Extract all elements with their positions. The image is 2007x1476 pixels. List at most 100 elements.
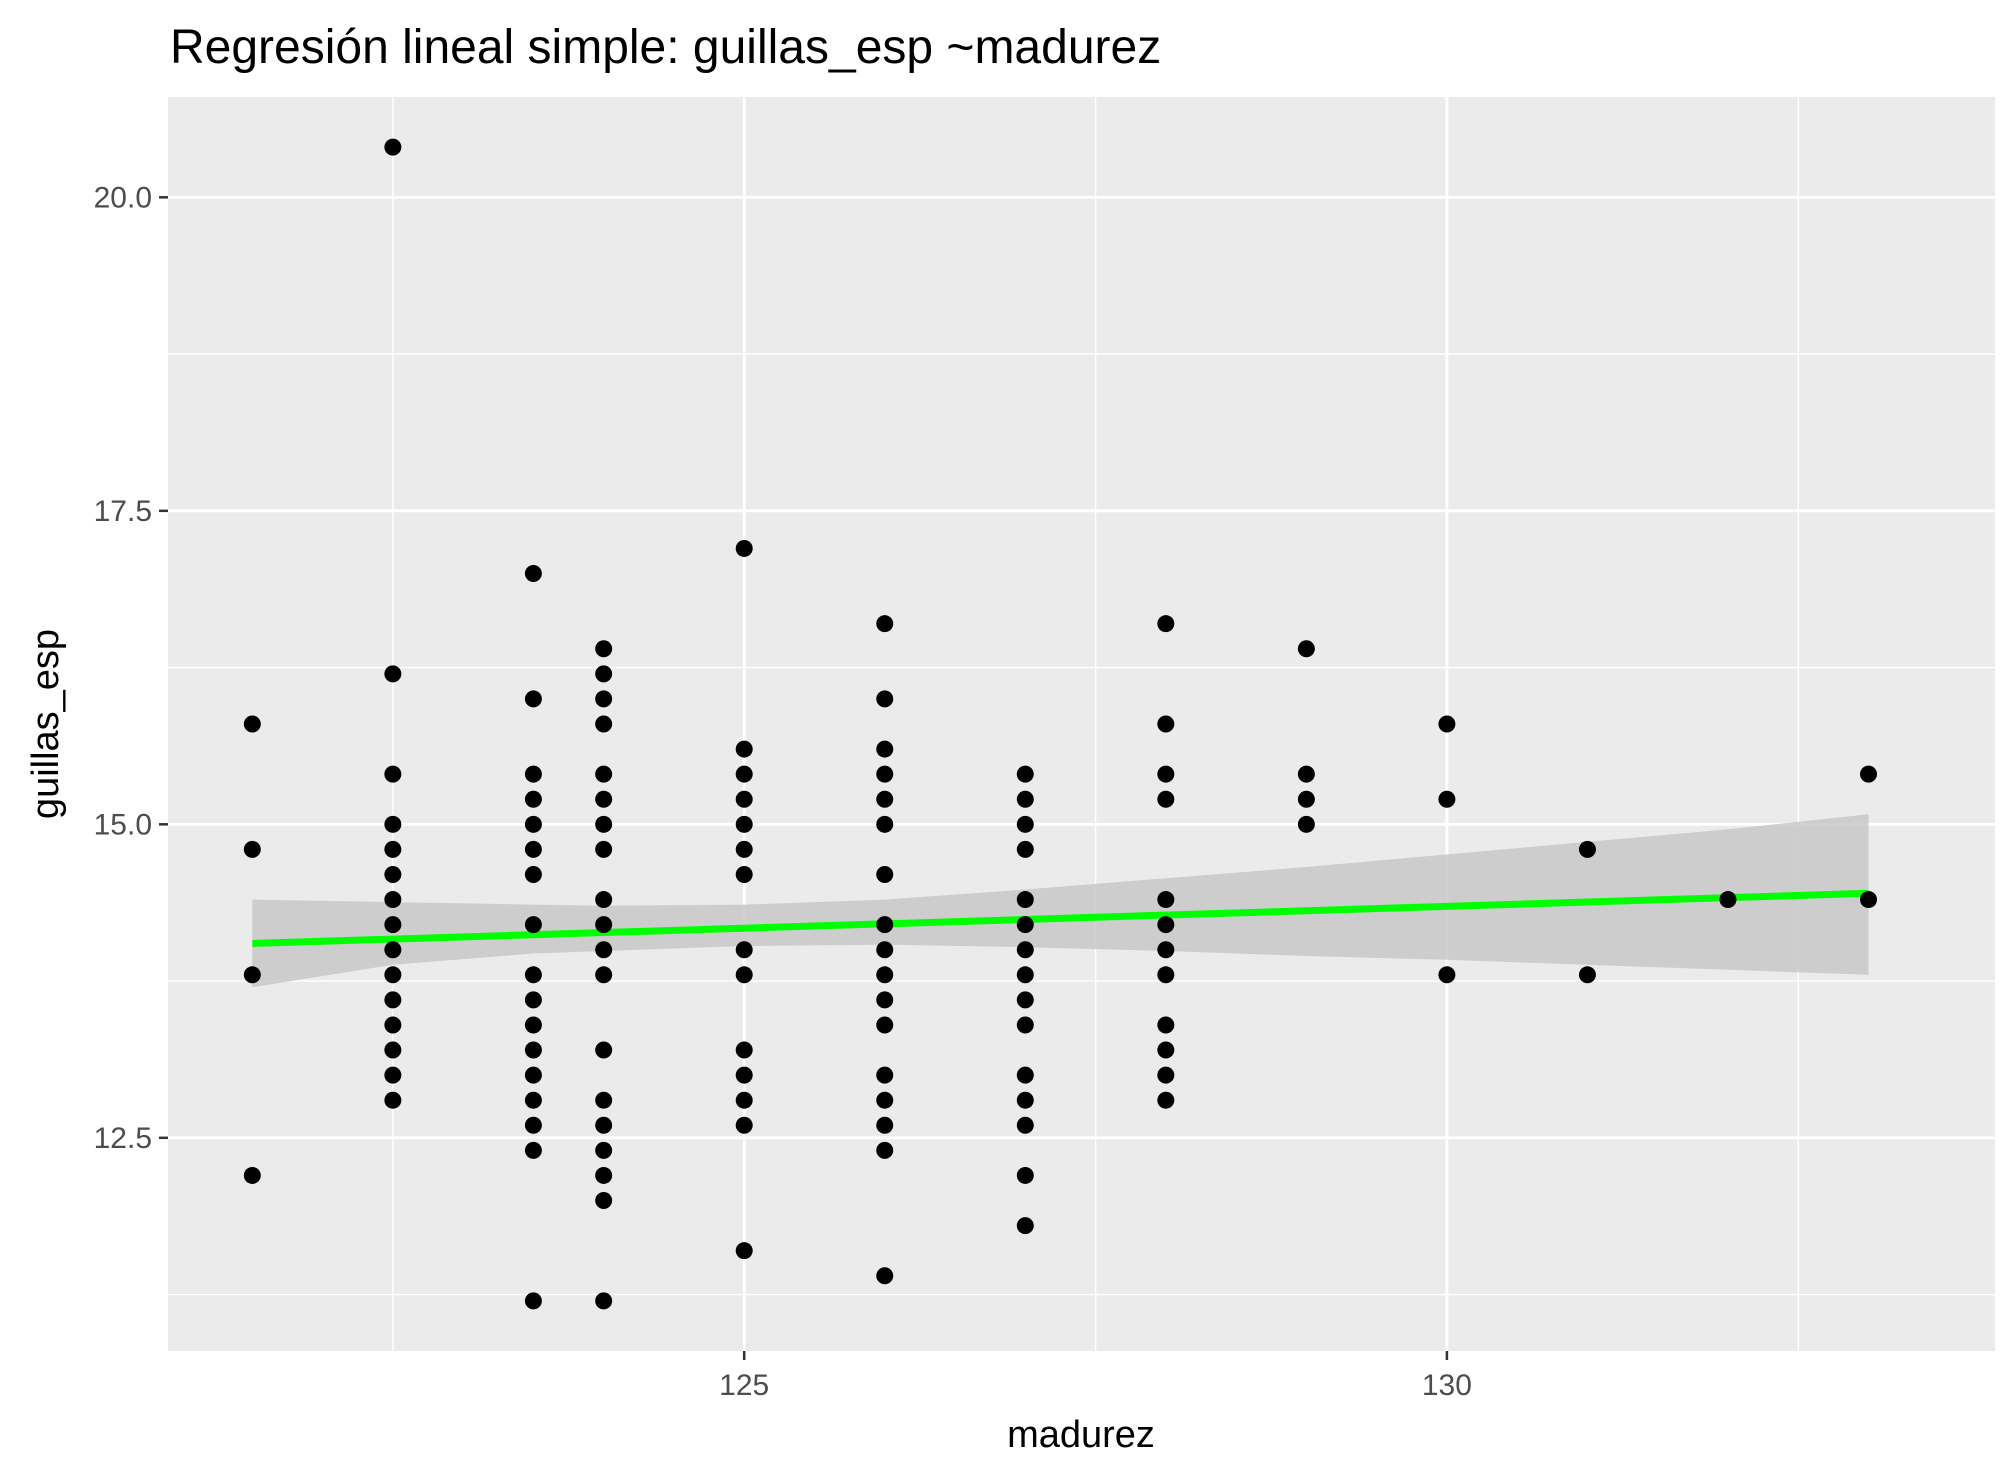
data-point [524, 565, 542, 583]
data-point [1438, 966, 1456, 984]
data-point [524, 840, 542, 858]
data-point [876, 790, 894, 808]
data-point [876, 941, 894, 959]
data-point [595, 1091, 613, 1109]
data-point [384, 865, 402, 883]
data-point [1016, 1016, 1034, 1034]
data-point [524, 916, 542, 934]
data-point [1578, 840, 1596, 858]
data-point [524, 1066, 542, 1084]
data-point [735, 865, 753, 883]
data-point [1016, 1217, 1034, 1235]
data-point [524, 991, 542, 1009]
data-point [1157, 1041, 1175, 1059]
data-point [876, 1016, 894, 1034]
data-point [1016, 815, 1034, 833]
data-point [735, 840, 753, 858]
data-point [1016, 765, 1034, 783]
data-point [595, 640, 613, 658]
data-point [595, 1192, 613, 1210]
data-point [384, 1041, 402, 1059]
data-point [876, 740, 894, 758]
confidence-band [252, 814, 1869, 988]
data-point [876, 1116, 894, 1134]
data-point [1157, 765, 1175, 783]
data-point [595, 790, 613, 808]
data-point [876, 690, 894, 708]
data-point [735, 966, 753, 984]
data-point [384, 1016, 402, 1034]
data-point [595, 765, 613, 783]
data-point [595, 715, 613, 733]
data-point [735, 539, 753, 557]
data-point [384, 665, 402, 683]
data-point [876, 765, 894, 783]
data-point [595, 690, 613, 708]
data-point [1157, 715, 1175, 733]
data-point [1157, 916, 1175, 934]
data-point [735, 1091, 753, 1109]
data-point [524, 1016, 542, 1034]
data-point [524, 690, 542, 708]
data-point [595, 941, 613, 959]
data-point [1578, 966, 1596, 984]
data-point [595, 916, 613, 934]
data-point [1157, 1066, 1175, 1084]
data-point [243, 966, 261, 984]
data-point [595, 1116, 613, 1134]
data-point [524, 1041, 542, 1059]
chart-title: Regresión lineal simple: guillas_esp ~ma… [170, 21, 1161, 74]
data-point [384, 916, 402, 934]
data-point [595, 815, 613, 833]
data-point [384, 1066, 402, 1084]
y-tick-label: 20.0 [94, 181, 152, 214]
data-point [876, 1141, 894, 1159]
data-point [876, 615, 894, 633]
y-tick-label: 17.5 [94, 495, 152, 528]
data-point [524, 790, 542, 808]
data-point [1297, 640, 1315, 658]
data-point [1157, 941, 1175, 959]
data-point [384, 891, 402, 909]
data-point [1157, 891, 1175, 909]
data-point [1297, 765, 1315, 783]
minor-gridlines [168, 97, 1995, 1351]
data-point [1016, 840, 1034, 858]
data-point [1016, 941, 1034, 959]
data-point [1016, 916, 1034, 934]
data-point [1438, 715, 1456, 733]
data-point [1016, 891, 1034, 909]
data-point [735, 1041, 753, 1059]
data-point [735, 740, 753, 758]
data-points [243, 138, 1878, 1310]
data-point [876, 916, 894, 934]
data-point [1297, 790, 1315, 808]
regression-line [252, 889, 1869, 947]
data-point [524, 1116, 542, 1134]
x-axis-ticks: 125 130 [719, 1351, 1472, 1402]
data-point [243, 715, 261, 733]
data-point [524, 1292, 542, 1310]
data-point [876, 966, 894, 984]
data-point [1157, 966, 1175, 984]
data-point [735, 790, 753, 808]
data-point [1860, 891, 1878, 909]
data-point [384, 941, 402, 959]
data-point [876, 865, 894, 883]
y-tick-label: 12.5 [94, 1122, 152, 1155]
data-point [1016, 966, 1034, 984]
data-point [735, 815, 753, 833]
data-point [384, 815, 402, 833]
data-point [384, 840, 402, 858]
data-point [735, 1242, 753, 1260]
data-point [595, 1141, 613, 1159]
data-point [1016, 790, 1034, 808]
data-point [876, 1066, 894, 1084]
data-point [735, 1066, 753, 1084]
data-point [1016, 1166, 1034, 1184]
data-point [1016, 991, 1034, 1009]
data-point [524, 1141, 542, 1159]
data-point [524, 865, 542, 883]
data-point [243, 1166, 261, 1184]
